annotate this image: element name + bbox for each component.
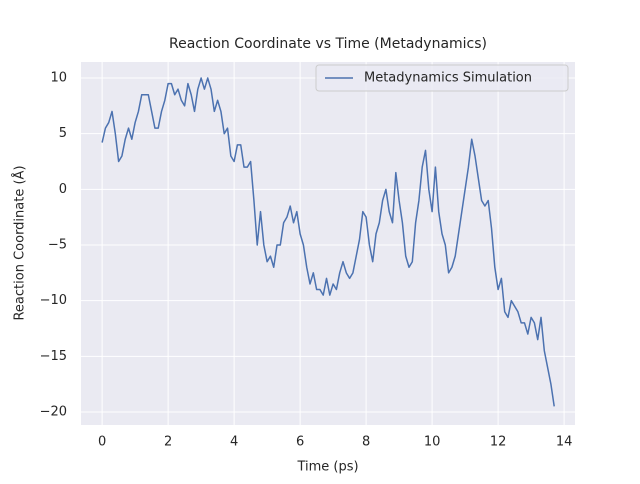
y-axis-label: Reaction Coordinate (Å) xyxy=(12,165,28,320)
x-tick-label: 12 xyxy=(490,435,507,450)
x-tick-label: 2 xyxy=(164,435,172,450)
x-tick-label: 14 xyxy=(556,435,573,450)
x-tick-label: 4 xyxy=(230,435,238,450)
y-tick-label: −15 xyxy=(40,349,67,364)
y-tick-label: 10 xyxy=(50,71,67,86)
y-tick-label: −10 xyxy=(40,293,67,308)
x-tick-label: 0 xyxy=(98,435,106,450)
y-tick-label: −20 xyxy=(40,404,67,419)
x-tick-label: 6 xyxy=(296,435,304,450)
x-tick-label: 8 xyxy=(362,435,370,450)
legend-label: Metadynamics Simulation xyxy=(364,71,532,86)
y-tick-label: 5 xyxy=(59,126,67,141)
x-axis-label: Time (ps) xyxy=(296,460,358,475)
data-line xyxy=(101,77,555,407)
legend-box xyxy=(315,64,569,92)
y-tick-label: −5 xyxy=(48,238,67,253)
y-tick-label: 0 xyxy=(59,182,67,197)
plot-area xyxy=(81,62,575,425)
chart-title: Reaction Coordinate vs Time (Metadynamic… xyxy=(169,36,487,52)
x-tick-label: 10 xyxy=(424,435,441,450)
